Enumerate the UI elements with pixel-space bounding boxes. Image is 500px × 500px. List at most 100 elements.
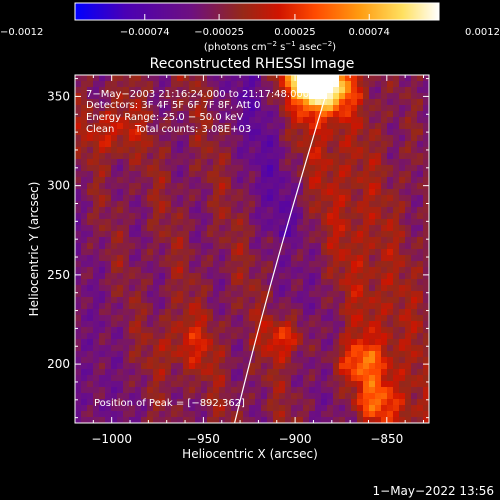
image-pixel [399,405,405,411]
image-pixel [183,387,189,393]
image-pixel [225,153,231,159]
image-pixel [183,141,189,147]
image-pixel [351,99,357,105]
image-pixel [375,99,381,105]
image-pixel [189,117,195,123]
image-pixel [99,255,105,261]
image-pixel [285,183,291,189]
image-pixel [369,147,375,153]
image-pixel [399,141,405,147]
image-pixel [327,171,333,177]
image-pixel [237,93,243,99]
image-pixel [219,159,225,165]
image-pixel [387,369,393,375]
image-pixel [75,405,81,411]
image-pixel [381,297,387,303]
image-pixel [285,99,291,105]
image-pixel [105,117,111,123]
image-pixel [153,213,159,219]
image-pixel [315,201,321,207]
image-pixel [177,243,183,249]
image-pixel [81,243,87,249]
image-pixel [423,309,429,315]
image-pixel [195,207,201,213]
image-pixel [177,291,183,297]
image-pixel [345,351,351,357]
image-pixel [207,153,213,159]
image-pixel [399,315,405,321]
image-pixel [159,237,165,243]
image-pixel [309,381,315,387]
image-pixel [213,291,219,297]
image-pixel [345,105,351,111]
image-pixel [381,117,387,123]
image-pixel [171,291,177,297]
image-pixel [369,111,375,117]
image-pixel [417,291,423,297]
image-pixel [129,381,135,387]
image-pixel [207,297,213,303]
image-pixel [225,303,231,309]
image-pixel [423,357,429,363]
image-pixel [159,279,165,285]
image-pixel [213,183,219,189]
image-pixel [237,249,243,255]
image-pixel [207,129,213,135]
image-pixel [303,297,309,303]
image-pixel [345,243,351,249]
image-pixel [261,297,267,303]
image-pixel [273,345,279,351]
image-pixel [339,321,345,327]
image-pixel [279,195,285,201]
image-pixel [93,297,99,303]
image-pixel [165,339,171,345]
image-pixel [243,183,249,189]
image-pixel [171,201,177,207]
image-pixel [243,393,249,399]
image-pixel [357,171,363,177]
image-pixel [423,153,429,159]
image-pixel [225,363,231,369]
image-pixel [189,315,195,321]
image-pixel [303,105,309,111]
image-pixel [297,147,303,153]
image-pixel [225,105,231,111]
image-pixel [345,171,351,177]
image-pixel [129,87,135,93]
image-pixel [405,393,411,399]
image-pixel [399,345,405,351]
image-pixel [153,321,159,327]
colorbar-tick-label: 0.0012 [465,27,500,38]
image-pixel [315,351,321,357]
image-pixel [363,147,369,153]
image-pixel [81,93,87,99]
image-pixel [405,339,411,345]
image-pixel [291,303,297,309]
image-pixel [339,267,345,273]
image-pixel [321,93,327,99]
image-pixel [207,345,213,351]
image-pixel [159,315,165,321]
image-pixel [177,363,183,369]
image-pixel [87,207,93,213]
image-pixel [87,195,93,201]
image-pixel [237,141,243,147]
image-pixel [267,363,273,369]
image-pixel [417,243,423,249]
image-pixel [231,147,237,153]
image-pixel [129,231,135,237]
image-pixel [201,411,207,417]
image-pixel [291,165,297,171]
image-pixel [225,159,231,165]
image-pixel [207,375,213,381]
image-pixel [99,309,105,315]
image-pixel [129,321,135,327]
image-pixel [405,309,411,315]
image-pixel [339,135,345,141]
image-pixel [129,339,135,345]
image-pixel [279,93,285,99]
image-pixel [381,129,387,135]
image-pixel [423,231,429,237]
image-pixel [321,147,327,153]
image-pixel [207,195,213,201]
